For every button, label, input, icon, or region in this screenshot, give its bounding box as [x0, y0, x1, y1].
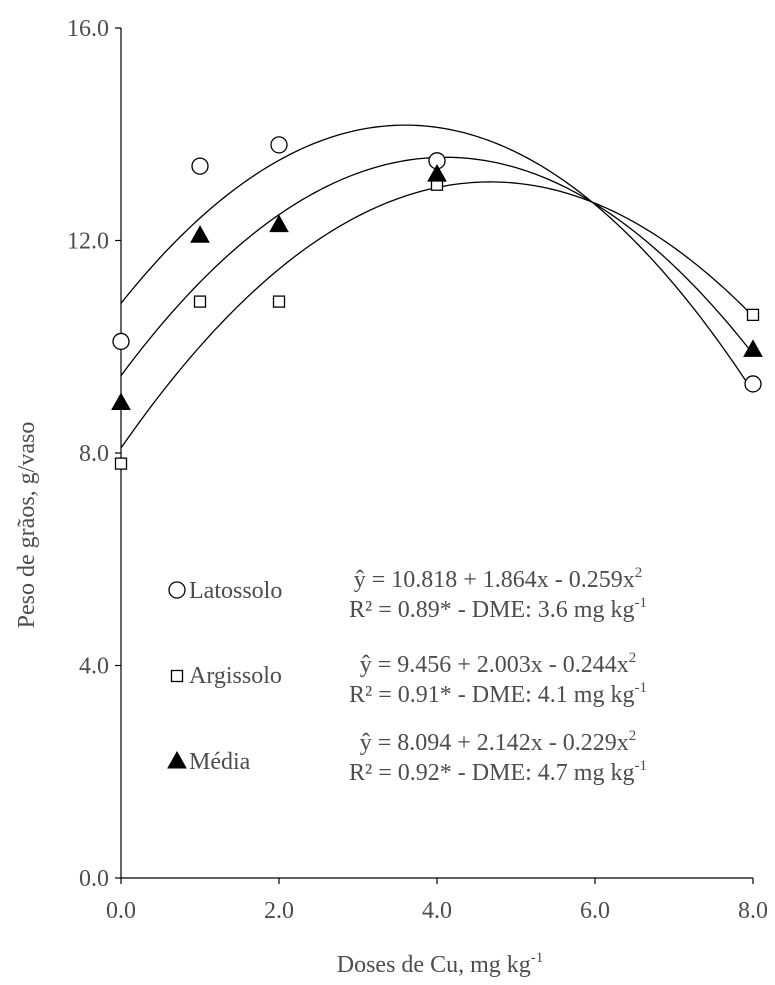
x-tick-label: 4.0 — [422, 898, 452, 924]
r2-unit-exponent-média: -1 — [634, 758, 647, 774]
data-point-latossolo — [191, 157, 209, 175]
y-tick-label: 4.0 — [79, 654, 109, 680]
data-point-latossolo — [270, 136, 288, 154]
y-tick-label: 0.0 — [79, 866, 109, 892]
x-axis-title-sup: -1 — [531, 950, 544, 966]
data-point-média — [111, 392, 131, 411]
y-tick-label: 16.0 — [67, 16, 109, 42]
legend-marker-argissolo — [170, 669, 184, 683]
legend-label-média: Média — [189, 749, 251, 775]
equation-text-latossolo: ŷ = 10.818 + 1.864x - 0.259x — [354, 567, 635, 593]
data-point-argissolo — [114, 457, 128, 470]
x-tick-label: 8.0 — [738, 898, 768, 924]
equation-text-média: ŷ = 8.094 + 2.142x - 0.229x — [360, 730, 629, 756]
equation-exponent-argissolo: 2 — [629, 650, 637, 666]
r2-unit-exponent-argissolo: -1 — [634, 680, 647, 696]
tick-labels: 0.0 4.0 8.0 12.0 16.0 0.0 2.0 4.0 6.0 8.0 — [67, 16, 768, 924]
y-axis-title: Peso de grãos, g/vaso — [14, 422, 40, 629]
equation-argissolo: ŷ = 9.456 + 2.003x - 0.244x2 — [360, 650, 637, 678]
legend-label-latossolo: Latossolo — [189, 578, 282, 604]
data-point-média — [269, 214, 289, 233]
legend-marker-média — [167, 750, 187, 769]
legend-marker-latossolo — [168, 581, 186, 599]
data-point-latossolo — [744, 375, 762, 393]
fit-curve-latossolo — [120, 124, 754, 393]
r2-média: R² = 0.92* - DME: 4.7 mg kg-1 — [349, 758, 647, 786]
x-tick-label: 0.0 — [106, 898, 136, 924]
x-axis-title-main: Doses de Cu, mg kg — [337, 952, 531, 978]
data-point-média — [743, 339, 763, 357]
x-axis-title: Doses de Cu, mg kg-1 — [337, 950, 544, 978]
legend: Latossolo ŷ = 10.818 + 1.864x - 0.259x2R²… — [167, 565, 647, 786]
equation-exponent-latossolo: 2 — [635, 565, 643, 581]
x-tick-label: 2.0 — [264, 898, 294, 924]
data-point-argissolo — [272, 295, 286, 308]
data-point-média — [190, 225, 210, 243]
x-tick-label: 6.0 — [580, 898, 610, 924]
r2-text-argissolo: R² = 0.91* - DME: 4.1 mg kg — [349, 682, 634, 708]
axes — [115, 27, 754, 884]
r2-latossolo: R² = 0.89* - DME: 3.6 mg kg-1 — [349, 595, 647, 623]
legend-label-argissolo: Argissolo — [189, 663, 282, 689]
equation-latossolo: ŷ = 10.818 + 1.864x - 0.259x2 — [354, 565, 643, 593]
r2-unit-exponent-latossolo: -1 — [634, 595, 647, 611]
y-tick-label: 8.0 — [79, 441, 109, 467]
data-point-argissolo — [746, 308, 760, 322]
r2-text-média: R² = 0.92* - DME: 4.7 mg kg — [349, 760, 634, 786]
r2-argissolo: R² = 0.91* - DME: 4.1 mg kg-1 — [349, 680, 647, 708]
equation-exponent-média: 2 — [629, 728, 637, 744]
data-point-latossolo — [112, 332, 130, 351]
y-tick-label: 12.0 — [67, 229, 109, 255]
data-points — [111, 136, 763, 470]
fit-curve-média — [120, 181, 754, 449]
r2-text-latossolo: R² = 0.89* - DME: 3.6 mg kg — [349, 597, 634, 623]
data-point-argissolo — [193, 295, 207, 308]
data-point-média — [427, 164, 447, 182]
equation-text-argissolo: ŷ = 9.456 + 2.003x - 0.244x — [360, 652, 629, 678]
equation-média: ŷ = 8.094 + 2.142x - 0.229x2 — [360, 728, 637, 756]
